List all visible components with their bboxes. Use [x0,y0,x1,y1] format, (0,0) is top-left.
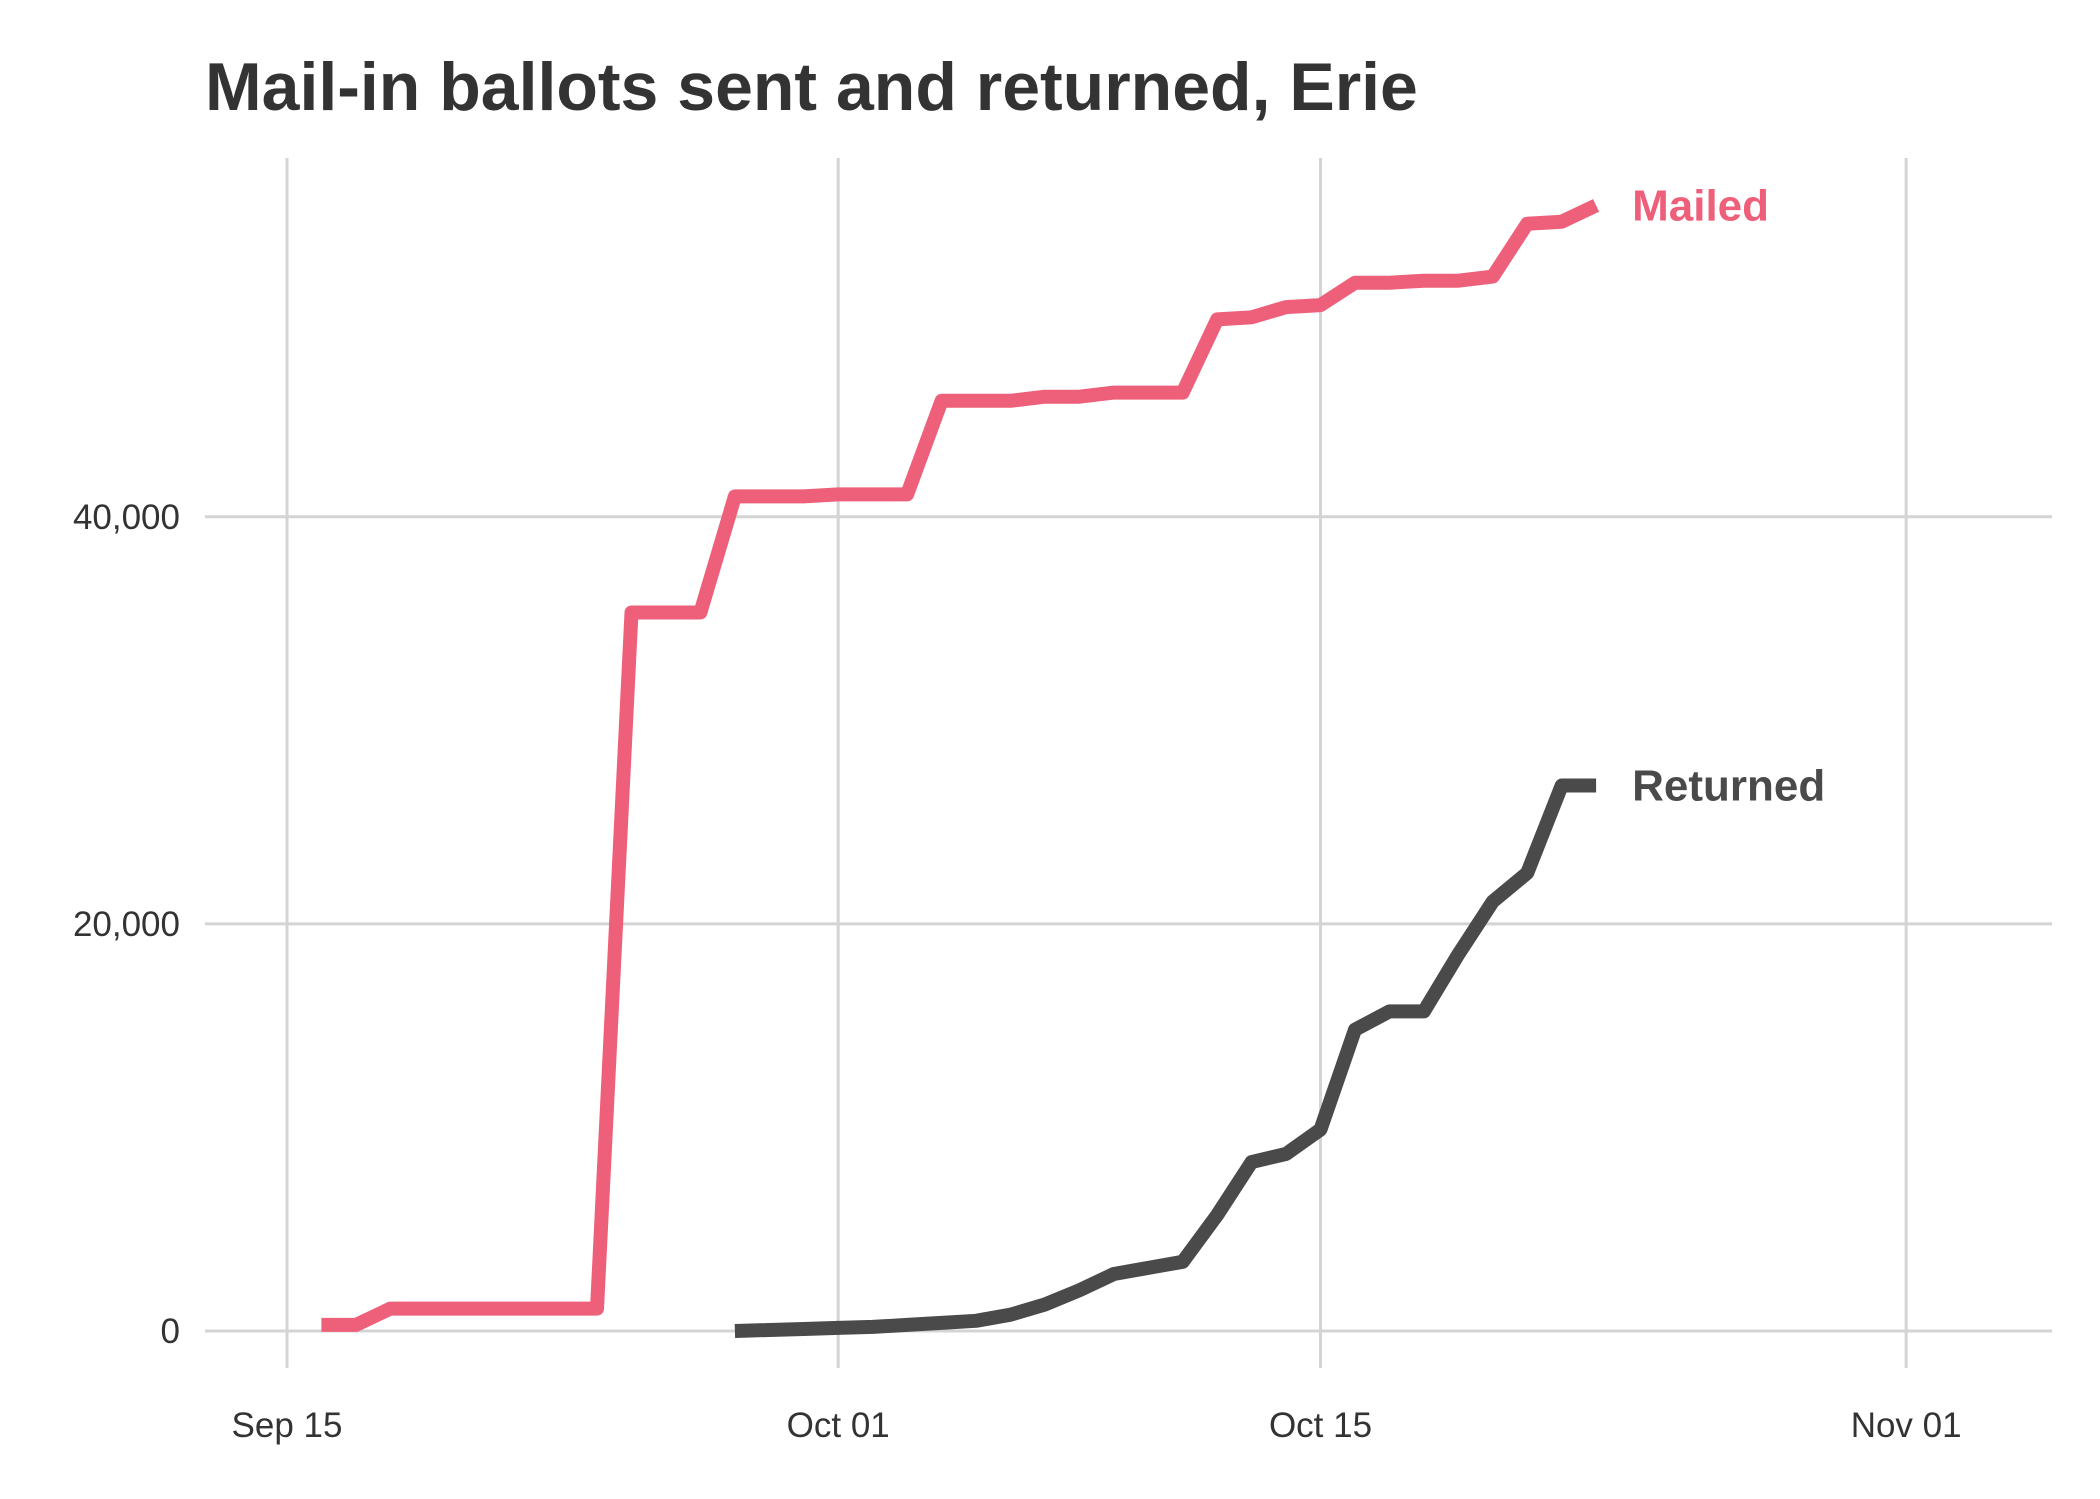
y-tick-label: 40,000 [73,498,180,537]
grid-lines [205,158,2052,1368]
chart-title: Mail-in ballots sent and returned, Erie [205,49,1418,125]
x-axis-tick-labels: Sep 15 Oct 01 Oct 15 Nov 01 [232,1406,1962,1445]
series-lines [321,199,1600,1338]
y-tick-label: 0 [161,1312,180,1351]
y-tick-label: 20,000 [73,905,180,944]
series-label-returned: Returned [1632,761,1825,810]
x-tick-label: Sep 15 [232,1406,343,1445]
x-tick-label: Oct 15 [1269,1406,1372,1445]
series-line-returned [734,778,1597,1338]
series-labels: Mailed Returned [1632,181,1825,810]
x-tick-label: Nov 01 [1851,1406,1962,1445]
x-tick-label: Oct 01 [787,1406,890,1445]
series-line-mailed [321,199,1600,1332]
y-axis-tick-labels: 0 20,000 40,000 [73,498,180,1351]
series-label-mailed: Mailed [1632,181,1769,230]
